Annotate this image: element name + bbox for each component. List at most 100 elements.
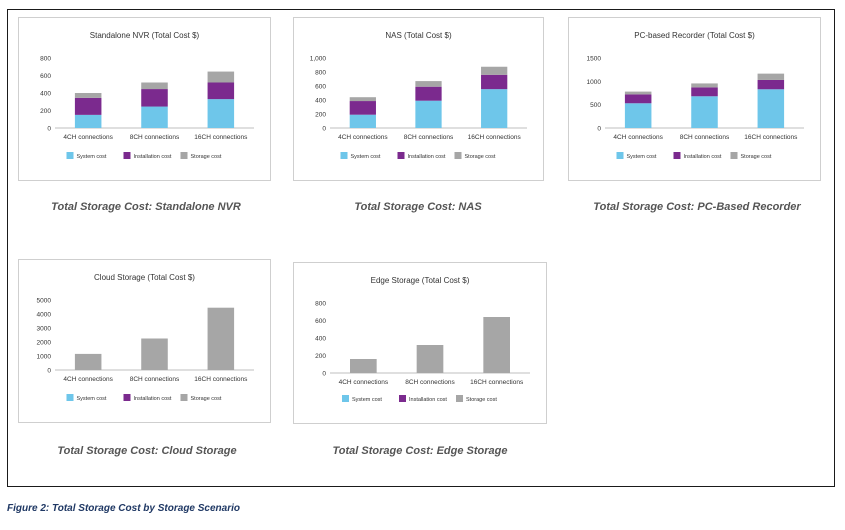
x-tick-label: 8CH connections (130, 376, 180, 383)
x-tick-label: 8CH connections (404, 134, 454, 141)
bar-storage-cost-16ch-connections (483, 317, 510, 373)
bar-storage-cost-8ch-connections (416, 345, 444, 373)
bar-installation-cost-8ch-connections (141, 89, 168, 107)
bar-installation-cost-16ch-connections (757, 79, 785, 90)
legend-swatch-storage-cost (454, 152, 462, 159)
bar-system-cost-8ch-connections (691, 96, 718, 128)
y-tick-label: 1,000 (310, 56, 327, 63)
chart-panel-nas: NAS (Total Cost $) 0 200 400 600 800 1,000 4CH … (293, 17, 544, 181)
y-tick-label: 500 (590, 102, 601, 109)
legend-swatch-storage-cost (180, 394, 188, 401)
y-tick-label: 2000 (37, 340, 52, 347)
chart-title: PC-based Recorder (Total Cost $) (634, 31, 755, 40)
bar-storage-cost-8ch-connections (141, 338, 168, 370)
x-tick-label: 8CH connections (130, 134, 180, 141)
bar-storage-cost-16ch-connections (207, 307, 235, 370)
chart-svg: Edge Storage (Total Cost $) 0 200 400 600 800… (315, 276, 530, 403)
bar-system-cost-16ch-connections (207, 99, 235, 128)
chart-caption-pc-based-recorder: Total Storage Cost: PC-Based Recorder (593, 201, 801, 213)
chart-panel-edge-storage: Edge Storage (Total Cost $) 0 200 400 600 800… (293, 262, 547, 424)
figure-frame (7, 9, 835, 487)
bar-installation-cost-8ch-connections (691, 87, 718, 97)
legend-swatch-storage-cost (180, 152, 188, 159)
bar-storage-cost-4ch-connections (74, 353, 102, 370)
legend-label-storage-cost: Storage cost (465, 154, 496, 160)
legend-label-system-cost: System cost (77, 154, 107, 160)
y-tick-label: 800 (40, 56, 51, 63)
legend-label-installation-cost: Installation cost (684, 154, 722, 160)
y-tick-label: 0 (322, 126, 326, 133)
legend-swatch-installation-cost (399, 395, 406, 402)
chart-svg: Standalone NVR (Total Cost $) 0 200 400 600 8… (40, 31, 254, 160)
y-tick-label: 400 (315, 98, 326, 105)
legend-swatch-system-cost (616, 152, 624, 159)
y-tick-label: 800 (315, 301, 326, 308)
chart-title: NAS (Total Cost $) (385, 31, 452, 40)
x-tick-label: 4CH connections (338, 134, 388, 141)
y-tick-label: 200 (315, 112, 326, 119)
legend-swatch-storage-cost (730, 152, 738, 159)
legend-label-installation-cost: Installation cost (408, 154, 446, 160)
legend-swatch-installation-cost (397, 152, 405, 159)
legend-swatch-installation-cost (123, 394, 131, 401)
legend-swatch-system-cost (342, 395, 349, 402)
chart-caption-edge-storage: Total Storage Cost: Edge Storage (332, 445, 508, 457)
bar-storage-cost-4ch-connections (624, 91, 652, 95)
legend-label-system-cost: System cost (351, 154, 381, 160)
bar-system-cost-4ch-connections (349, 114, 376, 128)
y-tick-label: 800 (315, 70, 326, 77)
y-tick-label: 200 (40, 108, 51, 115)
bar-installation-cost-8ch-connections (415, 86, 442, 101)
bar-storage-cost-8ch-connections (691, 83, 718, 88)
legend-swatch-system-cost (66, 394, 74, 401)
chart-title: Cloud Storage (Total Cost $) (94, 273, 195, 282)
legend-swatch-installation-cost (673, 152, 681, 159)
bar-storage-cost-16ch-connections (207, 71, 235, 83)
chart-caption-standalone-nvr: Total Storage Cost: Standalone NVR (51, 201, 241, 213)
bar-system-cost-8ch-connections (141, 106, 168, 128)
legend-swatch-storage-cost (456, 395, 463, 402)
bar-installation-cost-16ch-connections (481, 74, 508, 90)
x-tick-label: 8CH connections (680, 134, 730, 141)
bar-installation-cost-4ch-connections (349, 101, 376, 115)
y-tick-label: 0 (597, 126, 601, 133)
legend-label-system-cost: System cost (77, 396, 107, 402)
legend-label-storage-cost: Storage cost (191, 154, 222, 160)
bar-system-cost-4ch-connections (624, 103, 652, 128)
legend-label-storage-cost: Storage cost (466, 397, 497, 403)
x-tick-label: 16CH connections (744, 134, 798, 141)
x-tick-label: 4CH connections (63, 376, 113, 383)
legend-swatch-installation-cost (123, 152, 131, 159)
legend-swatch-system-cost (66, 152, 74, 159)
y-tick-label: 1000 (37, 354, 52, 361)
y-tick-label: 0 (47, 368, 51, 375)
y-tick-label: 3000 (37, 326, 52, 333)
chart-panel-standalone-nvr: Standalone NVR (Total Cost $) 0 200 400 600 8… (18, 17, 271, 181)
x-tick-label: 16CH connections (468, 134, 522, 141)
y-tick-label: 600 (315, 318, 326, 325)
bar-system-cost-8ch-connections (415, 100, 442, 128)
chart-caption-cloud-storage: Total Storage Cost: Cloud Storage (57, 445, 237, 457)
y-tick-label: 4000 (37, 312, 52, 319)
y-tick-label: 600 (315, 84, 326, 91)
legend-label-system-cost: System cost (352, 397, 382, 403)
y-tick-label: 1000 (587, 79, 602, 86)
chart-panel-pc-based-recorder: PC-based Recorder (Total Cost $) 0 500 1000… (568, 17, 821, 181)
y-tick-label: 5000 (37, 298, 52, 305)
bar-storage-cost-4ch-connections (349, 97, 376, 102)
chart-svg: PC-based Recorder (Total Cost $) 0 500 1000… (587, 31, 804, 160)
chart-title: Standalone NVR (Total Cost $) (90, 31, 200, 40)
y-tick-label: 0 (47, 126, 51, 133)
legend-label-installation-cost: Installation cost (134, 154, 172, 160)
bar-installation-cost-16ch-connections (207, 82, 235, 100)
x-tick-label: 8CH connections (405, 379, 455, 386)
x-tick-label: 4CH connections (63, 134, 113, 141)
legend-label-storage-cost: Storage cost (741, 154, 772, 160)
chart-svg: Cloud Storage (Total Cost $) 0 1000 2000 300… (37, 273, 254, 402)
chart-svg: NAS (Total Cost $) 0 200 400 600 800 1,000 4CH … (310, 31, 527, 160)
bar-storage-cost-8ch-connections (415, 81, 442, 87)
bar-system-cost-16ch-connections (481, 89, 508, 128)
y-tick-label: 400 (315, 336, 326, 343)
chart-caption-nas: Total Storage Cost: NAS (354, 201, 482, 213)
figure-caption: Figure 2: Total Storage Cost by Storage … (7, 503, 241, 514)
